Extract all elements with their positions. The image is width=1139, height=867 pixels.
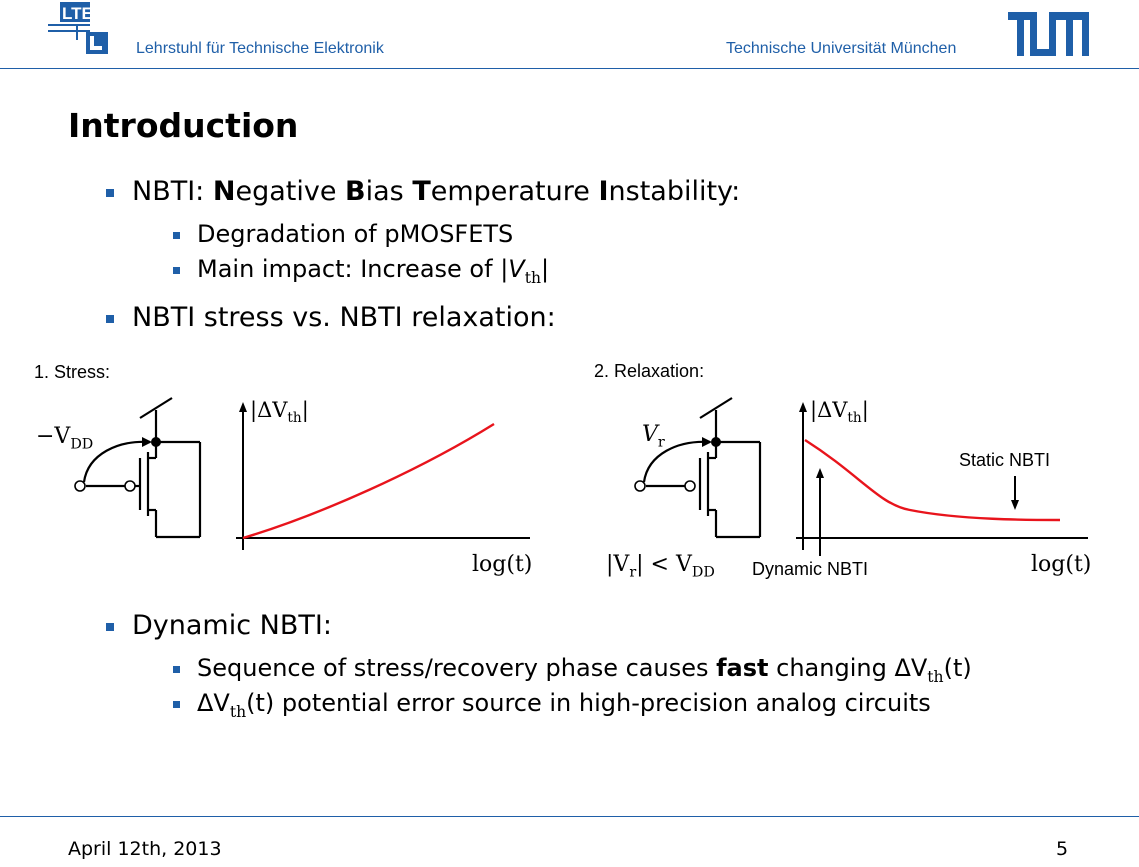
lte-logo: LTE <box>48 2 110 58</box>
relaxation-curve <box>804 438 1061 522</box>
header-rule <box>0 68 1139 69</box>
relaxation-xlabel: log(t) <box>1031 552 1092 577</box>
relaxation-ylabel: |ΔVth| <box>810 398 869 427</box>
stress-xlabel: log(t) <box>472 552 533 577</box>
relaxation-curve-plot <box>804 438 1061 522</box>
sub-degradation: Degradation of pMOSFETS <box>173 220 513 248</box>
sub-sequence: Sequence of stress/recovery phase causes… <box>173 654 972 686</box>
footer-date: April 12th, 2013 <box>68 838 222 860</box>
bullet-nbti: NBTI: Negative Bias Temperature Instabil… <box>106 176 740 207</box>
stress-gate-voltage: −VDD <box>36 424 94 453</box>
relaxation-gate-voltage: Vr <box>642 422 665 451</box>
bullet-marker <box>173 232 180 239</box>
stress-ylabel: |ΔVth| <box>250 398 309 427</box>
bullet-dynamic-nbti: Dynamic NBTI: <box>106 610 332 641</box>
svg-text:LTE: LTE <box>62 4 93 23</box>
sub-main-impact: Main impact: Increase of |Vth| <box>173 255 549 287</box>
dynamic-nbti-label: Dynamic NBTI <box>752 559 869 579</box>
chair-name: Lehrstuhl für Technische Elektronik <box>136 40 384 57</box>
bullet-marker <box>106 315 114 323</box>
stress-curve-plot <box>242 422 495 540</box>
bullet-marker <box>173 666 180 673</box>
bullet-marker <box>173 701 180 708</box>
stress-curve <box>242 422 495 540</box>
stress-figure <box>74 397 530 550</box>
slide-title: Introduction <box>68 106 299 145</box>
page-number: 5 <box>1056 838 1069 860</box>
relaxation-condition: |Vr| < VDD <box>606 552 715 581</box>
stress-label: 1. Stress: <box>34 362 111 382</box>
footer-rule <box>0 816 1139 817</box>
static-nbti-label: Static NBTI <box>959 450 1051 470</box>
relaxation-figure <box>634 397 1088 556</box>
bullet-marker <box>106 623 114 631</box>
relaxation-label: 2. Relaxation: <box>594 361 705 381</box>
university-name: Technische Universität München <box>726 40 957 57</box>
sub-error-source: ΔVth(t) potential error source in high-p… <box>173 689 931 721</box>
bullet-marker <box>106 189 114 197</box>
bullet-stress-vs-relax: NBTI stress vs. NBTI relaxation: <box>106 302 556 333</box>
bullet-marker <box>173 267 180 274</box>
tum-logo <box>1008 12 1090 58</box>
